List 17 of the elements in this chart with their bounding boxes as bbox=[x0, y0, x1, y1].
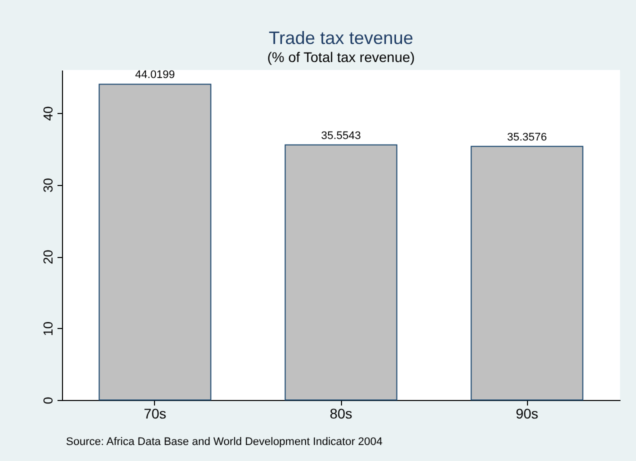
x-tick-label: 70s bbox=[144, 406, 166, 422]
bar bbox=[98, 84, 212, 400]
x-tick-label: 90s bbox=[516, 406, 538, 422]
y-tick-label: 0 bbox=[40, 396, 56, 404]
x-tick-label: 80s bbox=[330, 406, 352, 422]
data-label: 35.5543 bbox=[321, 130, 361, 142]
y-tick-label: 10 bbox=[40, 322, 56, 336]
bar bbox=[470, 146, 584, 400]
chart-subtitle: (% of Total tax revenue) bbox=[267, 49, 415, 66]
y-tick-label: 30 bbox=[40, 178, 56, 193]
y-tick-label: 40 bbox=[40, 106, 56, 121]
chart-title: Trade tax tevenue bbox=[268, 28, 414, 48]
data-label: 35.3576 bbox=[507, 131, 547, 144]
source-note: Source: Africa Data Base and World Development Indicator 2004 bbox=[66, 436, 383, 448]
data-label: 44.0199 bbox=[135, 69, 175, 82]
bar bbox=[284, 144, 398, 400]
y-tick-label: 20 bbox=[40, 250, 56, 264]
